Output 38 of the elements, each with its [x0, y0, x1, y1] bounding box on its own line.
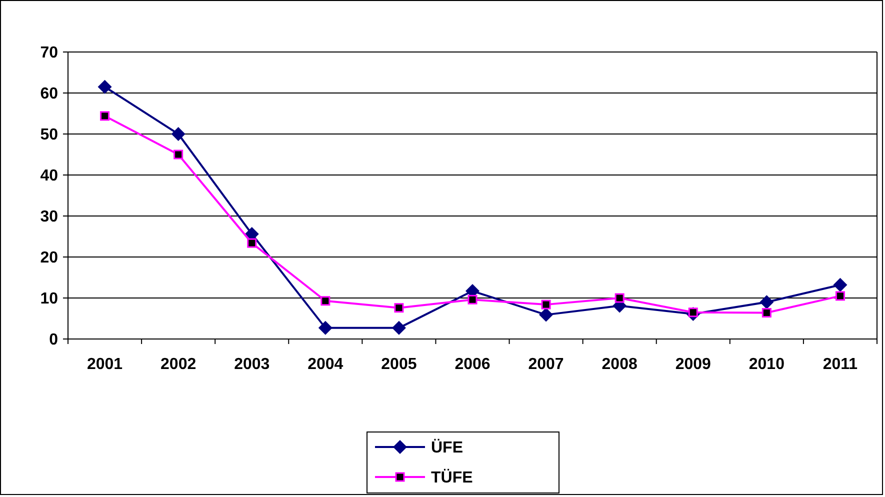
x-tick-label: 2009: [675, 356, 712, 373]
y-tick-label: 70: [40, 44, 58, 62]
x-tick-label: 2008: [602, 356, 638, 373]
point: [835, 291, 845, 301]
y-tick-label: 30: [40, 208, 58, 226]
point: [468, 294, 478, 304]
y-tick-label: 20: [40, 250, 58, 267]
point: [392, 320, 406, 335]
x-tick-label: 2010: [748, 356, 785, 373]
x-tick-label: 2005: [381, 356, 417, 373]
x-tick-label: 2002: [160, 356, 196, 373]
x-tick-label: 2011: [822, 356, 858, 373]
y-tick-label: 0: [49, 332, 58, 349]
point: [171, 127, 186, 141]
point: [100, 111, 110, 121]
y-tick-label: 60: [40, 86, 58, 103]
point: [394, 303, 404, 313]
x-tick-label: 2004: [308, 356, 344, 373]
y-tick-label: 10: [40, 290, 58, 308]
legend-label: ÜFE: [431, 438, 464, 457]
point: [98, 80, 112, 94]
point: [539, 308, 554, 322]
point: [614, 293, 624, 303]
point: [541, 300, 551, 310]
point: [833, 278, 848, 292]
point: [320, 296, 330, 306]
x-tick-label: 2003: [234, 356, 270, 373]
x-tick-label: 2006: [454, 356, 490, 373]
y-tick-label: 50: [40, 126, 58, 144]
x-tick-label: 2007: [528, 356, 564, 373]
legend-label: TÜFE: [431, 468, 474, 487]
point: [760, 295, 774, 310]
x-tick-label: 2001: [86, 356, 123, 373]
point: [174, 150, 184, 160]
point: [762, 308, 772, 318]
point: [247, 238, 257, 248]
y-tick-label: 40: [40, 168, 58, 185]
point: [318, 320, 332, 335]
